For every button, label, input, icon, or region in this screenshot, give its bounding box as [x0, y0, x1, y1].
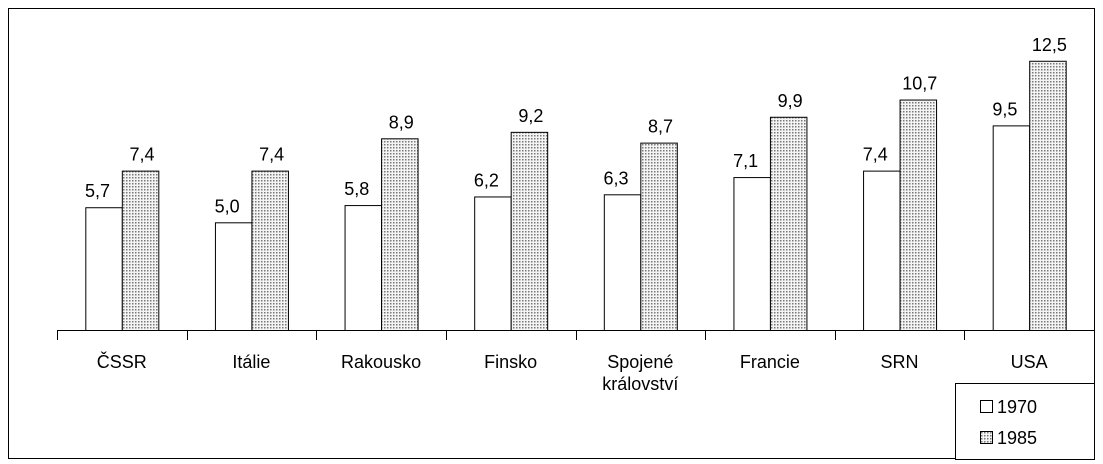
value-label: 9,2	[518, 106, 543, 126]
bar	[733, 177, 771, 331]
value-label: 5,7	[85, 181, 110, 201]
value-label: 7,4	[130, 145, 155, 165]
bar	[769, 116, 808, 332]
value-label: 5,8	[344, 179, 369, 199]
bar	[251, 170, 289, 331]
legend-label: 1985	[997, 428, 1037, 448]
value-label: 7,1	[733, 151, 758, 171]
bar	[992, 125, 1031, 331]
x-tick-label: Francie	[739, 352, 800, 372]
value-label: 7,4	[259, 145, 284, 165]
legend-swatch	[980, 400, 993, 413]
bar	[1029, 60, 1067, 332]
bar	[510, 131, 549, 331]
legend-box	[955, 383, 1095, 460]
x-tick-label: USA	[1010, 352, 1048, 372]
bar	[121, 170, 160, 331]
bar	[863, 170, 901, 331]
bar	[899, 99, 938, 331]
value-label: 10,7	[902, 74, 937, 94]
x-tick-label: Spojené království	[602, 352, 679, 394]
value-label: 5,0	[215, 196, 240, 216]
x-tick-label: Itálie	[232, 352, 271, 372]
bar	[640, 142, 678, 331]
x-tick-label: Rakousko	[341, 352, 422, 372]
bar	[85, 207, 123, 332]
value-label: 8,9	[389, 112, 414, 132]
x-tick-label: SRN	[880, 352, 919, 372]
chart-border	[8, 8, 1095, 459]
bar	[603, 194, 642, 331]
legend-label: 1970	[997, 397, 1037, 417]
x-tick-label: Finsko	[484, 352, 538, 372]
bar	[381, 138, 419, 331]
value-label: 8,7	[648, 117, 673, 137]
bar	[474, 196, 512, 331]
legend-swatch	[980, 431, 993, 444]
value-label: 6,2	[474, 170, 499, 190]
value-label: 9,5	[992, 99, 1017, 119]
bar	[344, 205, 383, 331]
bar	[214, 222, 253, 331]
x-tick-label: ČSSR	[96, 352, 147, 372]
value-label: 7,4	[863, 145, 888, 165]
value-label: 6,3	[604, 168, 629, 188]
value-label: 12,5	[1032, 35, 1067, 55]
value-label: 9,9	[778, 91, 803, 111]
